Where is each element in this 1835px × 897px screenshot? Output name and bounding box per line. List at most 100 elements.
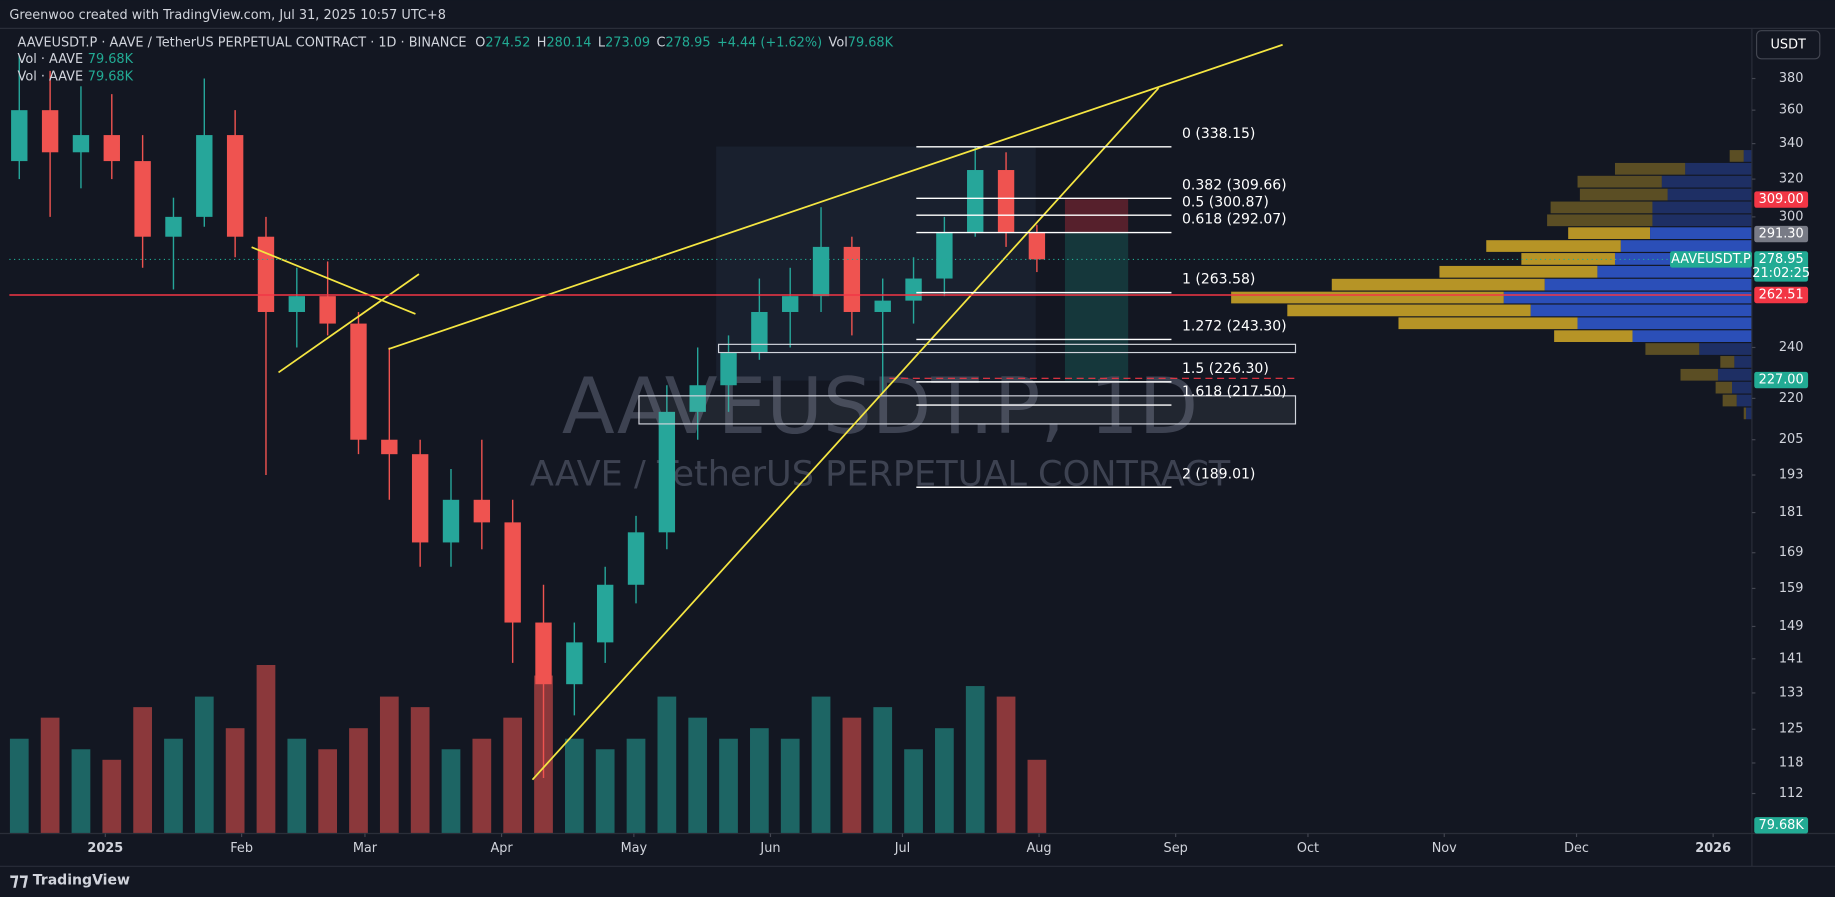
profile-down (1667, 188, 1752, 201)
brand-logo: ⁊⁊ (9, 870, 28, 891)
x-tick-label: Nov (1432, 841, 1457, 856)
x-tick-label: Sep (1164, 841, 1188, 856)
candle-body (812, 246, 830, 297)
y-tick-label: 125 (1779, 722, 1804, 737)
price-tag (1754, 286, 1809, 304)
candle-body (442, 499, 460, 543)
x-tick-label: 2026 (1695, 841, 1731, 856)
ohlc-key: O (475, 35, 485, 50)
candles (11, 55, 1046, 779)
profile-down (1661, 175, 1752, 188)
candle-body (566, 642, 583, 685)
y-tick-label: 320 (1779, 172, 1804, 187)
fib-label: 0.5 (300.87) (1182, 194, 1269, 210)
price-tag-label: 227.00 (1759, 373, 1804, 388)
change: +4.44 (+1.62%) (717, 35, 822, 50)
volume-bar (996, 696, 1016, 834)
volume-bar (256, 665, 276, 834)
indicator-line: Vol · AAVE 79.68K (18, 69, 134, 84)
price-tag (1754, 225, 1809, 243)
profile-up (1486, 240, 1621, 252)
ohlc-key: C (657, 35, 666, 50)
candle-body (226, 135, 244, 237)
candle-body (1028, 232, 1046, 260)
volume-bar (40, 717, 60, 834)
volume-bar (71, 749, 91, 834)
profile-down (1736, 394, 1752, 407)
currency-button[interactable] (1756, 30, 1821, 60)
profile-down (1577, 317, 1752, 330)
candle-body (843, 246, 861, 312)
profile-up (1550, 201, 1653, 214)
price-tag (1754, 251, 1809, 282)
candle-body (967, 170, 984, 233)
profile-up (1331, 278, 1545, 291)
volume-bar (780, 738, 800, 834)
y-tick-label: 360 (1779, 103, 1804, 118)
profile-up (1645, 343, 1700, 355)
volume-bar (657, 696, 677, 834)
x-tick-label: Aug (1026, 841, 1051, 856)
y-tick-label: 181 (1779, 505, 1804, 520)
countdown: 21:02:25 (1752, 266, 1810, 281)
ohlc-value: 273.09 (605, 35, 650, 50)
volume-bar (441, 749, 461, 834)
candle-body (504, 522, 521, 623)
candle-body (535, 622, 552, 685)
profile-up (1439, 265, 1598, 278)
profile-down (1699, 343, 1752, 355)
volume-tag-label: 79.68K (1759, 818, 1805, 833)
profile-down (1620, 240, 1752, 252)
profile-up (1568, 227, 1651, 240)
price-tag-label: 278.95 (1759, 252, 1804, 267)
profile-up (1720, 356, 1735, 368)
volume-bar (164, 738, 183, 834)
volume-bar (9, 738, 29, 834)
fib-label: 1.272 (243.30) (1182, 319, 1287, 335)
candle-body (319, 296, 336, 324)
indicator-value: 79.68K (88, 69, 134, 84)
fib-label: 0 (338.15) (1182, 126, 1255, 142)
volume-tag (1754, 817, 1809, 834)
candle-body (41, 110, 59, 153)
profile-up (1554, 330, 1633, 343)
profile-up (1614, 162, 1686, 175)
profile-down (1743, 150, 1752, 162)
brand: TradingView (33, 872, 130, 888)
y-tick-label: 220 (1779, 391, 1804, 406)
candle-body (905, 278, 922, 301)
candle-body (874, 300, 891, 312)
candle-body (411, 454, 429, 543)
candle-body (689, 385, 706, 412)
profile-down (1652, 214, 1752, 227)
volume-bar (318, 749, 338, 834)
volume-bar (842, 717, 862, 834)
watermark-description: AAVE / TetherUS PERPETUAL CONTRACT (530, 453, 1231, 494)
volume-bar (379, 696, 399, 834)
profile-up (1577, 175, 1662, 188)
profile-down (1597, 265, 1752, 278)
reward-zone (1064, 231, 1129, 381)
x-tick-label: 2025 (87, 841, 123, 856)
volume-bar (904, 749, 923, 834)
fib-label: 0.382 (309.66) (1182, 177, 1287, 193)
fib-label: 2 (189.01) (1182, 466, 1255, 482)
candle-body (658, 411, 676, 533)
ohlc-key: H (537, 35, 547, 50)
profile-up (1680, 368, 1718, 381)
profile-up (1743, 407, 1747, 420)
price-tag (1754, 191, 1809, 208)
ohlc-value: 274.52 (485, 35, 530, 50)
y-tick-label: 380 (1779, 71, 1804, 86)
currency-button-label[interactable]: USDT (1771, 37, 1806, 52)
volume-bar (287, 738, 307, 834)
profile-down (1734, 356, 1752, 368)
candle-body (627, 532, 645, 585)
ohlc-value: 280.14 (546, 35, 591, 50)
y-tick-label: 300 (1779, 209, 1804, 224)
candle-body (350, 323, 367, 440)
profile-down (1685, 162, 1752, 175)
candle-body (782, 296, 799, 312)
volume-bar (750, 728, 769, 834)
